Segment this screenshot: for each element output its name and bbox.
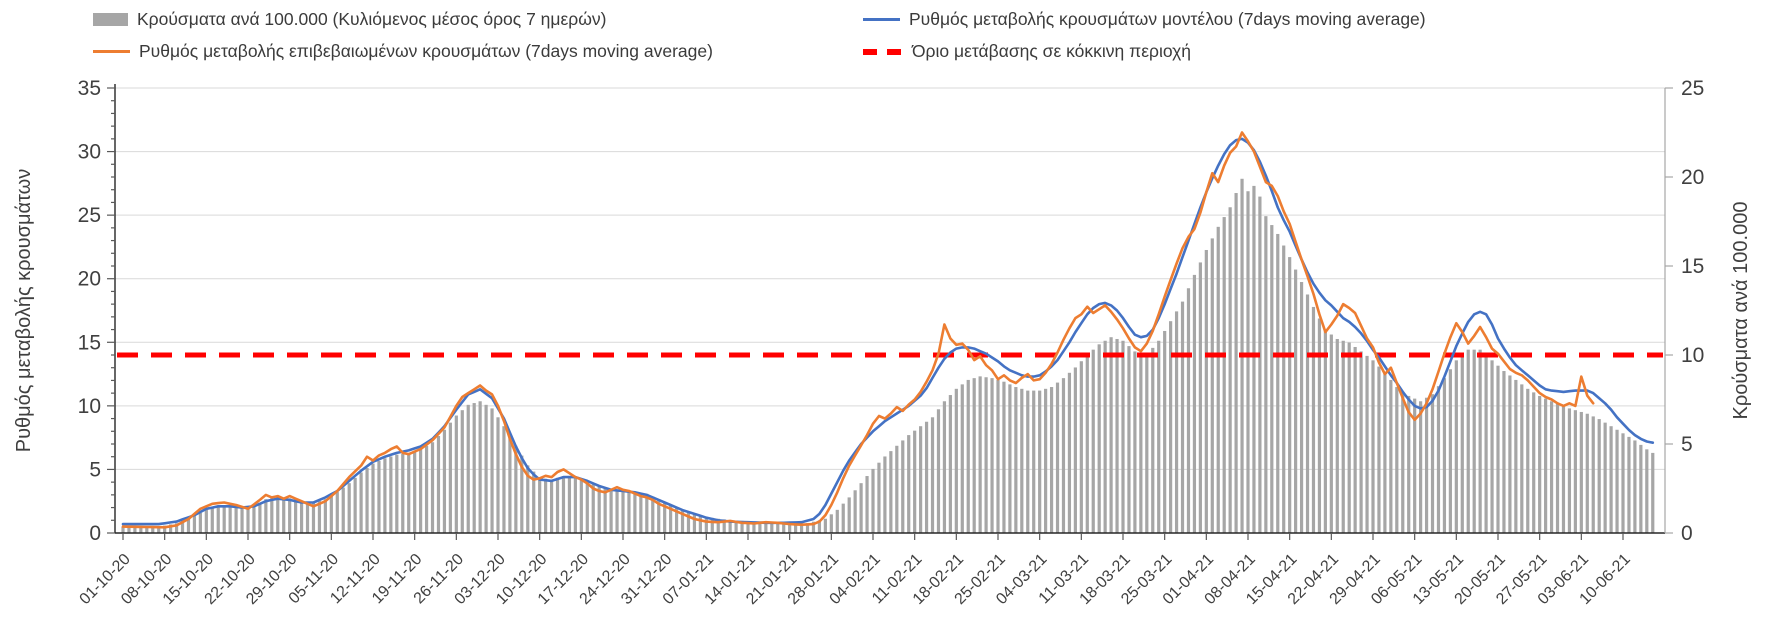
- right-axis-title: Κρούσματα ανά 100.000: [1730, 202, 1752, 420]
- legend-label-cases-bars: Κρούσματα ανά 100.000 (Κυλιόμενος μέσος …: [137, 9, 607, 29]
- svg-text:20: 20: [78, 268, 101, 291]
- svg-text:25: 25: [78, 204, 101, 227]
- svg-text:10: 10: [1681, 344, 1704, 367]
- svg-text:15: 15: [1681, 255, 1704, 278]
- blue-line-swatch-icon: [863, 18, 900, 21]
- svg-text:30: 30: [78, 141, 101, 164]
- legend-item-cases-bars: Κρούσματα ανά 100.000 (Κυλιόμενος μέσος …: [93, 9, 606, 30]
- svg-text:25: 25: [1681, 77, 1704, 100]
- svg-text:10: 10: [78, 395, 101, 418]
- svg-text:35: 35: [78, 77, 101, 100]
- legend-item-confirmed-line: Ρυθμός μεταβολής επιβεβαιωμένων κρουσμάτ…: [93, 41, 713, 62]
- legend-item-threshold: Όριο μετάβασης σε κόκκινη περιοχή: [863, 41, 1191, 62]
- svg-text:15: 15: [78, 331, 101, 354]
- svg-text:5: 5: [1681, 433, 1693, 456]
- svg-text:0: 0: [1681, 522, 1693, 545]
- legend-label-model-line: Ρυθμός μεταβολής κρουσμάτων μοντέλου (7d…: [909, 9, 1426, 29]
- svg-text:20: 20: [1681, 166, 1704, 189]
- legend-label-confirmed-line: Ρυθμός μεταβολής επιβεβαιωμένων κρουσμάτ…: [139, 41, 713, 61]
- legend-item-model-line: Ρυθμός μεταβολής κρουσμάτων μοντέλου (7d…: [863, 9, 1426, 30]
- svg-text:0: 0: [89, 522, 101, 545]
- legend-label-threshold: Όριο μετάβασης σε κόκκινη περιοχή: [912, 41, 1192, 61]
- bar-swatch-icon: [93, 13, 128, 26]
- orange-line-swatch-icon: [93, 50, 130, 53]
- svg-text:5: 5: [89, 458, 101, 481]
- red-dash-swatch-icon: [863, 48, 903, 55]
- left-axis-title: Ρυθμός μεταβολής κρουσμάτων: [13, 169, 35, 453]
